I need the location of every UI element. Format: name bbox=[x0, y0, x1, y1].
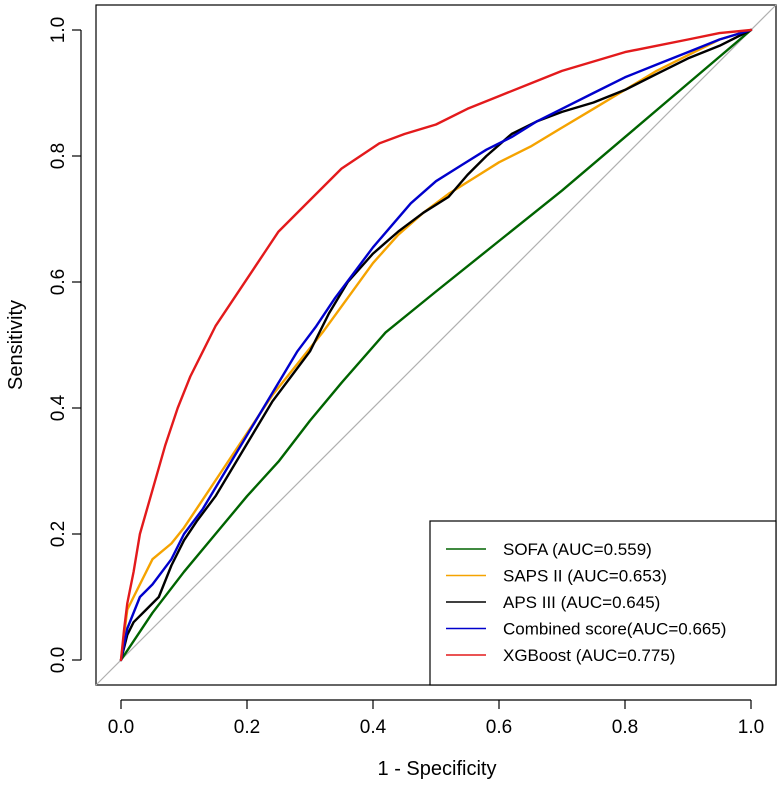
reference-diagonal-line bbox=[95, 4, 777, 686]
x-tick-label: 0.6 bbox=[486, 717, 512, 738]
y-axis-title: Sensitivity bbox=[5, 300, 27, 390]
y-tick-label: 0.0 bbox=[48, 647, 69, 673]
y-tick-label: 1.0 bbox=[48, 17, 69, 43]
legend-label: APS III (AUC=0.645) bbox=[503, 593, 660, 612]
series-layer bbox=[119, 28, 753, 662]
legend-label: XGBoost (AUC=0.775) bbox=[503, 646, 675, 665]
reference-layer bbox=[95, 4, 777, 686]
x-axis-title: 1 - Specificity bbox=[378, 758, 497, 780]
x-tick-label: 0.2 bbox=[234, 717, 260, 738]
legend-label: SOFA (AUC=0.559) bbox=[503, 540, 652, 559]
y-tick-label: 0.6 bbox=[48, 269, 69, 295]
legend: SOFA (AUC=0.559) SAPS II (AUC=0.653) APS I… bbox=[429, 520, 777, 686]
y-tick-label: 0.4 bbox=[48, 394, 69, 421]
legend-label: Combined score(AUC=0.665) bbox=[503, 620, 726, 639]
series-line-saps-ii bbox=[119, 28, 753, 662]
x-tick-label: 1.0 bbox=[738, 717, 764, 738]
legend-box bbox=[429, 520, 777, 686]
x-tick-label: 0.8 bbox=[612, 717, 638, 738]
y-tick-label: 0.2 bbox=[48, 521, 69, 547]
series-line-combined-score bbox=[119, 28, 753, 662]
axis-layer: 0.0 0.2 0.4 0.6 0.8 1.0 0.0 0.2 0.4 0.6 0.8 1.0 bbox=[48, 17, 764, 738]
legend-label: SAPS II (AUC=0.653) bbox=[503, 567, 667, 586]
legend-items: SOFA (AUC=0.559) SAPS II (AUC=0.653) APS I… bbox=[446, 540, 726, 665]
x-tick-label: 0.0 bbox=[108, 717, 134, 738]
series-line-xgboost bbox=[119, 28, 753, 662]
y-tick-label: 0.8 bbox=[48, 143, 69, 169]
x-tick-label: 0.4 bbox=[360, 717, 387, 738]
series-line-sofa bbox=[119, 28, 753, 662]
